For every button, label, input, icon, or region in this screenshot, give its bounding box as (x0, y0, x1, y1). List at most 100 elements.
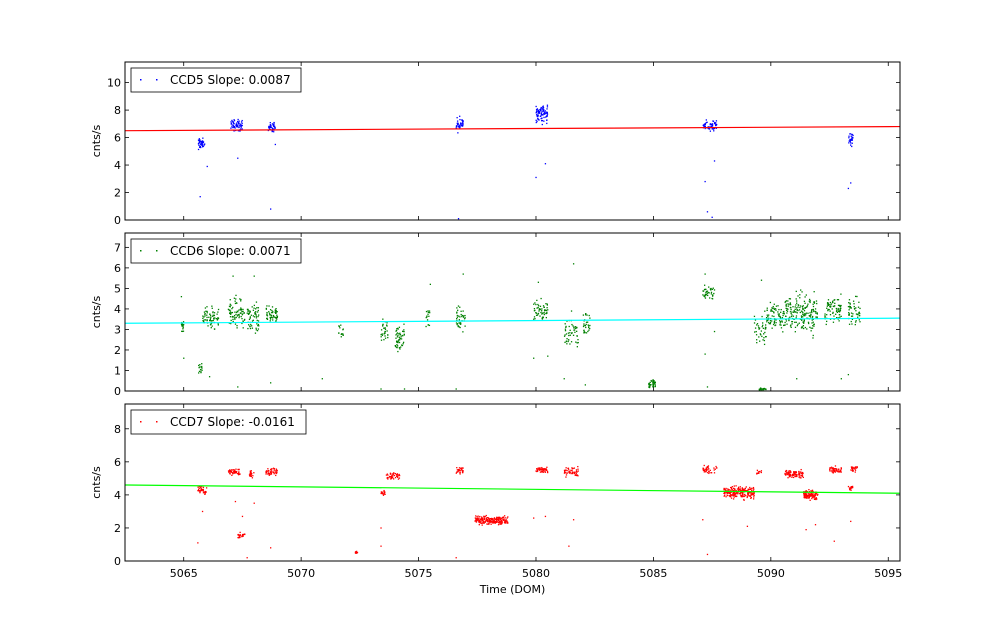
data-point (201, 510, 204, 513)
data-point (545, 468, 547, 470)
data-point (462, 470, 464, 472)
data-point (809, 301, 811, 304)
data-point (461, 314, 464, 317)
data-point (589, 324, 591, 327)
data-point (270, 314, 272, 317)
data-point (799, 294, 801, 296)
data-point (777, 313, 779, 315)
data-point (232, 124, 234, 126)
data-point (582, 325, 585, 328)
data-point (762, 389, 765, 391)
data-point (787, 472, 790, 475)
data-point (850, 489, 852, 491)
data-point (502, 518, 504, 520)
data-point (228, 305, 231, 307)
x-axis-label: Time (DOM) (479, 583, 546, 596)
data-point (795, 475, 797, 477)
data-point (538, 467, 540, 470)
data-point (789, 325, 792, 327)
data-point (228, 471, 230, 474)
data-point (849, 140, 851, 142)
data-point (715, 120, 718, 122)
data-point (271, 311, 274, 314)
data-point (544, 111, 546, 114)
data-point (706, 290, 709, 292)
data-point (395, 337, 397, 339)
data-point (200, 488, 203, 490)
data-point (741, 488, 744, 490)
data-point (229, 306, 231, 308)
y-axis-label: cnts/s (90, 466, 103, 499)
data-point (427, 310, 429, 312)
data-point (270, 468, 272, 471)
data-point (771, 320, 773, 322)
data-point (389, 475, 391, 478)
data-point (201, 142, 203, 144)
data-point (806, 492, 808, 494)
data-point (815, 498, 817, 501)
data-point (704, 293, 707, 295)
data-point (273, 469, 275, 471)
data-point (201, 365, 203, 368)
data-point (230, 322, 232, 325)
data-point (848, 309, 850, 311)
data-point (539, 108, 541, 111)
data-point (839, 471, 841, 473)
data-point (501, 516, 504, 519)
data-point (474, 520, 477, 522)
data-point (400, 344, 403, 346)
data-point (816, 313, 818, 315)
data-point (213, 312, 216, 314)
data-point (475, 521, 478, 523)
data-point (773, 320, 776, 323)
data-point (479, 522, 481, 524)
data-point (536, 470, 539, 472)
data-point (229, 312, 231, 315)
data-point (537, 118, 539, 120)
data-point (257, 307, 260, 309)
data-point (541, 310, 543, 312)
data-point (804, 493, 806, 496)
data-point (787, 303, 789, 305)
data-point (538, 111, 541, 113)
data-point (816, 312, 818, 314)
data-point (202, 145, 205, 147)
data-point (427, 324, 429, 326)
x-tick-label: 5090 (757, 567, 785, 580)
x-tick-label: 5070 (287, 567, 315, 580)
data-point (480, 519, 482, 521)
data-point (238, 126, 240, 129)
data-point (831, 471, 833, 473)
data-point (571, 468, 574, 470)
data-point (398, 336, 400, 338)
data-point (254, 332, 257, 334)
data-point (784, 300, 787, 303)
data-point (850, 144, 852, 146)
data-point (384, 493, 386, 495)
data-point (236, 315, 239, 317)
data-point (216, 313, 218, 315)
data-point (476, 516, 478, 518)
data-point (493, 521, 496, 524)
data-point (244, 318, 246, 321)
data-point (237, 121, 240, 124)
data-point (455, 557, 457, 559)
data-point (464, 314, 466, 317)
data-point (240, 126, 243, 128)
data-point (804, 312, 806, 315)
data-point (568, 472, 571, 474)
data-point (380, 333, 382, 336)
data-point (534, 309, 536, 312)
data-point (491, 521, 493, 523)
data-point (541, 111, 543, 113)
data-point (342, 333, 344, 335)
data-point (545, 116, 547, 118)
data-point (803, 310, 806, 312)
data-point (858, 319, 860, 321)
data-point (546, 122, 548, 125)
data-point (267, 473, 269, 475)
data-point (539, 308, 542, 310)
data-point (545, 303, 547, 305)
data-point (542, 471, 544, 473)
